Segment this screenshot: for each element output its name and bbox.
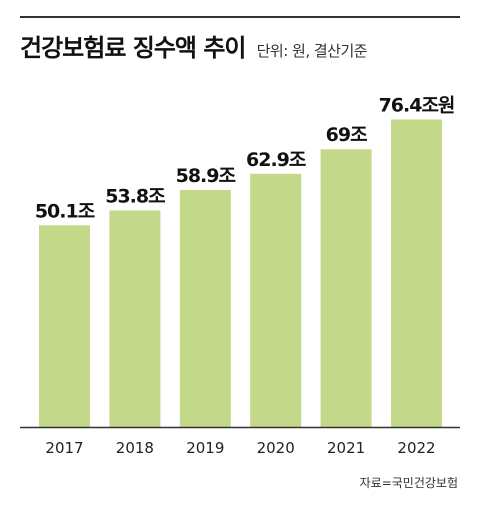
- x-tick-label-2017: 2017: [45, 439, 83, 457]
- source-note: 자료=국민건강보험: [359, 476, 458, 490]
- x-tick-label-2021: 2021: [327, 439, 365, 457]
- bar-2020: [250, 173, 302, 427]
- x-tick-label-2019: 2019: [186, 439, 224, 457]
- data-label-2022: 76.4조원: [379, 94, 455, 116]
- x-tick-label-2018: 2018: [116, 439, 154, 457]
- bar-2022: [391, 119, 442, 427]
- x-tick-label-2020: 2020: [257, 439, 295, 457]
- bar-2018: [109, 210, 161, 427]
- bar-2017: [39, 225, 90, 427]
- data-label-2018: 53.8조: [105, 185, 165, 207]
- top-rule: [20, 16, 460, 18]
- data-label-2021: 69조: [326, 124, 367, 146]
- bar-2019: [179, 189, 231, 427]
- data-label-2020: 62.9조: [246, 149, 306, 171]
- data-label-2017: 50.1조: [35, 200, 95, 222]
- data-label-2019: 58.9조: [176, 165, 236, 187]
- title-row: 건강보험료 징수액 추이 단위: 원, 결산기준: [20, 28, 368, 63]
- chart-title: 건강보험료 징수액 추이: [20, 34, 247, 62]
- bar-2021: [320, 149, 372, 427]
- x-tick-label-2022: 2022: [397, 439, 435, 457]
- chart-subtitle: 단위: 원, 결산기준: [256, 42, 368, 60]
